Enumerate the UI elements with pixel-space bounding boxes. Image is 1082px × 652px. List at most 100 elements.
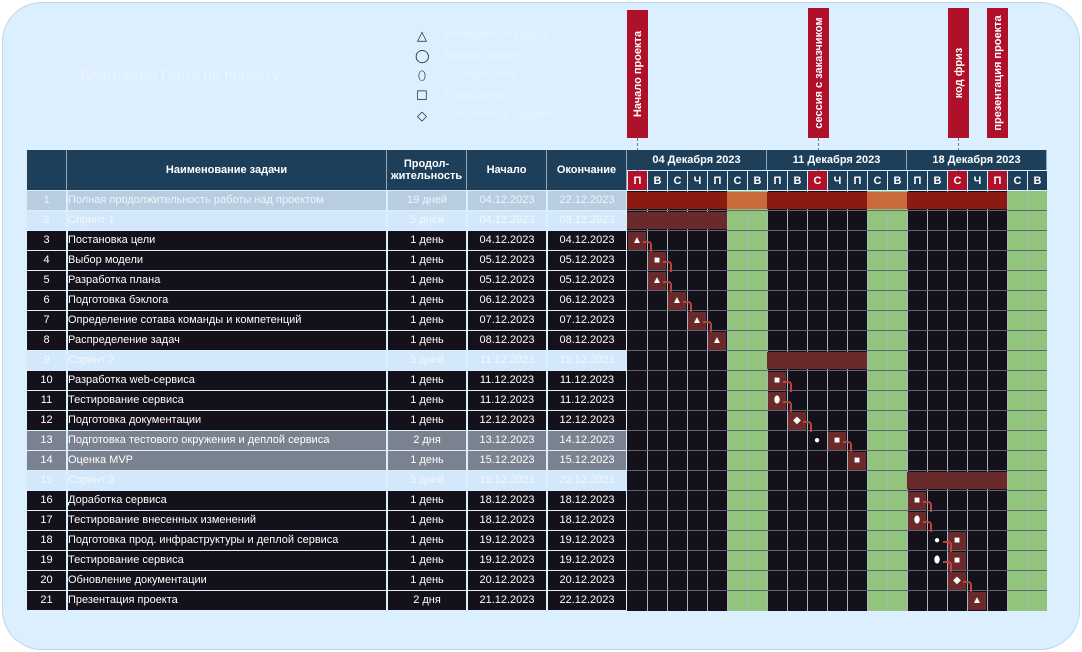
cell-name: Разработка web-сервиса (68, 371, 386, 390)
cell-num: 6 (27, 291, 66, 310)
oval-icon: ⬯ (417, 68, 427, 83)
table-row[interactable]: 19 Тестирование сервиса 1 день 19.12.2023 19… (27, 551, 627, 570)
grid-hline (627, 470, 1047, 471)
cell-name: Полная продолжительность работы над прое… (68, 191, 386, 210)
table-row[interactable]: 11 Тестирование сервиса 1 день 11.12.2023 11… (27, 391, 627, 410)
table-row[interactable]: 16 Доработка сервиса 1 день 18.12.2023 18.12… (27, 491, 627, 510)
cell-duration: 1 день (388, 451, 466, 470)
week-header: 18 Декабря 2023 (907, 150, 1047, 170)
cell-end: 15.12.2023 (548, 451, 626, 470)
day-header: С (948, 171, 967, 190)
table-row[interactable]: 3 Постановка цели 1 день 04.12.2023 04.12.20… (27, 231, 627, 250)
table-row[interactable]: 6 Подготовка бэклога 1 день 06.12.2023 06.12… (27, 291, 627, 310)
col-name-header[interactable]: Наименование задачи (67, 150, 387, 190)
cell-end: 15.12.2023 (548, 351, 626, 370)
cell-start: 21.12.2023 (468, 591, 546, 610)
task-marker-triangle: ▲ (628, 232, 646, 250)
table-row[interactable]: 18 Подготовка прод. инфраструктуры и депл… (27, 531, 627, 550)
grid-hline (627, 530, 1047, 531)
cell-end: 08.12.2023 (548, 211, 626, 230)
sprint-bar (627, 212, 727, 229)
cell-duration: 1 день (388, 551, 466, 570)
table-row[interactable]: 8 Распределение задач 1 день 08.12.2023 08.1… (27, 331, 627, 350)
milestone-flag[interactable]: презентация проекта (987, 8, 1008, 138)
weekend-column (888, 191, 907, 611)
grid-hline (627, 210, 1047, 211)
weekend-column (748, 191, 767, 611)
col-end-header[interactable]: Окончание (547, 150, 627, 190)
cell-start: 19.12.2023 (468, 551, 546, 570)
cell-num: 10 (27, 371, 66, 390)
cell-num: 9 (27, 351, 66, 370)
table-row[interactable]: 17 Тестирование внесенных изменений 1 день… (27, 511, 627, 530)
day-header: П (988, 171, 1007, 190)
table-row[interactable]: 12 Подготовка документации 1 день 12.12.202… (27, 411, 627, 430)
day-header: С (728, 171, 747, 190)
dependency-arrow (803, 421, 812, 432)
cell-end: 18.12.2023 (548, 491, 626, 510)
cell-name: Презентация проекта (68, 591, 386, 610)
grid-hline (627, 590, 1047, 591)
dependency-arrow (663, 261, 672, 272)
task-marker-square: ■ (768, 372, 786, 390)
day-header: В (788, 171, 807, 190)
cell-name: Выбор модели (68, 251, 386, 270)
grid-hline (627, 510, 1047, 511)
cell-duration: 1 день (388, 411, 466, 430)
grid-hline (627, 330, 1047, 331)
cell-start: 05.12.2023 (468, 251, 546, 270)
cell-start: 18.12.2023 (468, 471, 546, 490)
table-row[interactable]: 13 Подготовка тестового окружения и депло… (27, 431, 627, 450)
cell-start: 11.12.2023 (468, 371, 546, 390)
dependency-arrow (703, 321, 712, 332)
col-start-header[interactable]: Начало (467, 150, 547, 190)
grid-hline (627, 370, 1047, 371)
table-row[interactable]: 20 Обновление документации 1 день 20.12.202… (27, 571, 627, 590)
milestone-flag[interactable]: код фриз (948, 8, 969, 138)
cell-duration: 19 дней (388, 191, 466, 210)
legend-label: Менеджмент задачи (445, 29, 550, 41)
cell-end: 05.12.2023 (548, 271, 626, 290)
cell-end: 22.12.2023 (548, 471, 626, 490)
table-row[interactable]: 5 Разработка плана 1 день 05.12.2023 05.12.2… (27, 271, 627, 290)
legend-item: ⬯ Тестирование (415, 68, 615, 88)
table-row[interactable]: 7 Определение сотава команды и компетенци… (27, 311, 627, 330)
task-marker-diamond: ◆ (948, 572, 966, 590)
cell-start: 13.12.2023 (468, 431, 546, 450)
table-row[interactable]: 4 Выбор модели 1 день 05.12.2023 05.12.2023 (27, 251, 627, 270)
legend-item: ◇ Техническое задание (415, 108, 615, 128)
cell-duration: 1 день (388, 531, 466, 550)
cell-duration: 2 дня (388, 591, 466, 610)
legend-label: Техническое задание (445, 109, 555, 121)
table-row[interactable]: 1 Полная продолжительность работы над про… (27, 191, 627, 210)
day-header: В (648, 171, 667, 190)
task-marker-diamond: ◆ (788, 412, 806, 430)
milestone-flag[interactable]: сессия с заказчиком (808, 8, 829, 138)
cell-start: 18.12.2023 (468, 511, 546, 530)
grid-hline (627, 310, 1047, 311)
grid-vline (947, 191, 948, 611)
cell-num: 1 (27, 191, 66, 210)
cell-start: 18.12.2023 (468, 491, 546, 510)
cell-duration: 1 день (388, 271, 466, 290)
grid-vline (847, 191, 848, 611)
cell-end: 20.12.2023 (548, 571, 626, 590)
cell-name: Определение сотава команды и компетенций (68, 311, 386, 330)
milestone-flag[interactable]: Начало проекта (627, 10, 648, 138)
cell-end: 19.12.2023 (548, 551, 626, 570)
total-bar-weekend (867, 192, 887, 209)
grid-vline (1027, 191, 1028, 611)
table-row[interactable]: 10 Разработка web-сервиса 1 день 11.12.2023… (27, 371, 627, 390)
col-duration-header[interactable]: Продол-жительность (387, 150, 467, 190)
cell-name: Тестирование внесенных изменений (68, 511, 386, 530)
legend-item: ☐ Разработка (415, 88, 615, 108)
table-row[interactable]: 21 Презентация проекта 2 дня 21.12.2023 22.1… (27, 591, 627, 610)
weekend-column (1008, 191, 1027, 611)
grid-hline (627, 270, 1047, 271)
table-row[interactable]: 14 Оценка MVP 1 день 15.12.2023 15.12.2023 (27, 451, 627, 470)
cell-end: 22.12.2023 (548, 191, 626, 210)
task-marker-triangle: ▲ (648, 272, 666, 290)
